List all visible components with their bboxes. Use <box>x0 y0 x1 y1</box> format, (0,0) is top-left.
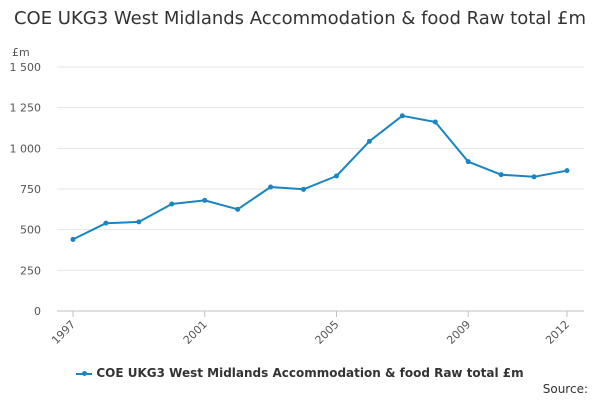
legend[interactable]: COE UKG3 West Midlands Accommodation & f… <box>0 366 600 380</box>
data-point[interactable] <box>498 172 504 178</box>
data-point[interactable] <box>333 173 339 179</box>
y-tick-label: 750 <box>20 183 41 196</box>
data-point[interactable] <box>70 236 76 242</box>
y-tick-label: 1 250 <box>10 102 42 115</box>
data-point[interactable] <box>432 119 438 125</box>
data-point[interactable] <box>465 159 471 165</box>
data-point[interactable] <box>103 220 109 226</box>
x-tick-label: 1997 <box>49 318 78 347</box>
data-point[interactable] <box>169 201 175 207</box>
legend-series-label: COE UKG3 West Midlands Accommodation & f… <box>96 366 524 380</box>
y-tick-label: 0 <box>34 305 41 318</box>
data-point[interactable] <box>399 113 405 119</box>
x-tick-label: 2005 <box>313 318 342 347</box>
x-axis-ticks: 1997 2001 2005 2009 2012 <box>49 311 572 347</box>
x-tick-label: 2012 <box>543 318 572 347</box>
y-tick-label: 1 500 <box>10 61 42 74</box>
chart-title: COE UKG3 West Midlands Accommodation & f… <box>13 8 587 29</box>
data-point[interactable] <box>366 138 372 144</box>
legend-series-icon <box>76 369 93 378</box>
data-point[interactable] <box>301 186 307 192</box>
y-tick-label: 250 <box>20 264 41 277</box>
data-point[interactable] <box>564 168 570 174</box>
y-axis-label: £m <box>12 46 30 59</box>
x-tick-label: 2001 <box>181 318 210 347</box>
data-point[interactable] <box>268 184 274 190</box>
source-label: Source: <box>542 382 588 396</box>
grid-lines <box>57 66 584 312</box>
data-point[interactable] <box>235 206 241 212</box>
y-tick-label: 1 000 <box>10 142 42 155</box>
data-point[interactable] <box>531 174 537 180</box>
y-tick-label: 500 <box>20 224 41 237</box>
x-tick-label: 2009 <box>444 318 473 347</box>
data-point[interactable] <box>136 219 142 225</box>
y-axis-ticks: 0 250 500 750 1 000 1 250 1 500 <box>10 61 42 318</box>
data-point[interactable] <box>202 197 208 203</box>
series-line <box>72 114 568 241</box>
series-layer <box>70 113 570 242</box>
